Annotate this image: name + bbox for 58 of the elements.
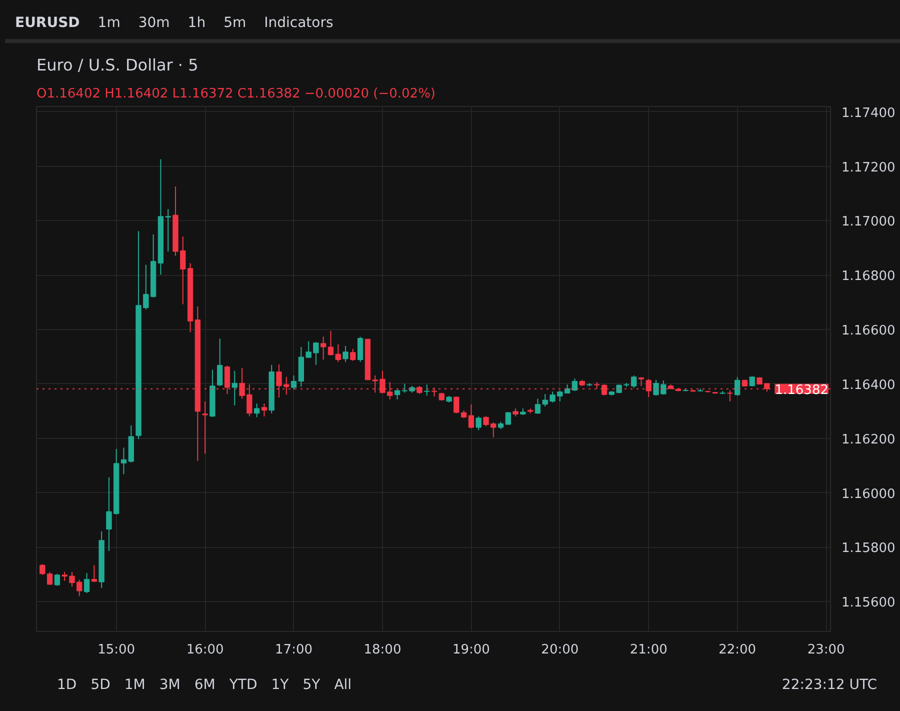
text: 3M xyxy=(159,677,180,693)
y-tick-label: 1.15600 xyxy=(842,596,896,611)
candlestick xyxy=(357,336,364,362)
text: 1M xyxy=(124,677,146,693)
text: 6M xyxy=(194,677,216,693)
y-tick-label: 1.17200 xyxy=(842,160,896,176)
candlestick xyxy=(727,390,733,402)
candlestick xyxy=(254,403,260,418)
candlestick xyxy=(261,403,268,417)
candlestick xyxy=(202,400,208,454)
candlestick xyxy=(350,348,356,362)
y-tick-label: 1.16600 xyxy=(842,324,896,339)
text: 1h xyxy=(188,15,206,31)
candlestick xyxy=(217,338,223,386)
x-tick-label: 15:00 xyxy=(98,642,136,658)
text: 22:23:12 UTC xyxy=(782,676,877,695)
candlestick xyxy=(424,384,430,396)
y-tick-label: 1.17000 xyxy=(842,214,896,230)
candlestick xyxy=(468,404,474,429)
text: YTD xyxy=(229,677,258,693)
y-tick-label: 1.16200 xyxy=(842,432,896,448)
candlestick xyxy=(394,389,400,400)
candlestick xyxy=(734,376,740,396)
x-tick-label: 16:00 xyxy=(186,642,224,658)
text: All xyxy=(334,677,352,693)
x-tick-label: 22:00 xyxy=(718,642,756,658)
y-tick-label: 1.16800 xyxy=(842,269,896,284)
candlestick xyxy=(232,370,238,406)
text: 1D xyxy=(57,677,77,693)
text: 5m xyxy=(224,15,246,31)
chart-subtitle: O1.16402 H1.16402 L1.16372 C1.16382 −0.00020 (−0.02%) xyxy=(36,86,436,102)
text: 5D xyxy=(90,677,110,693)
x-tick-label: 17:00 xyxy=(275,642,313,658)
x-tick-label: 19:00 xyxy=(452,642,490,658)
y-tick-label: 1.17400 xyxy=(842,106,896,121)
candlestick xyxy=(572,378,578,392)
y-tick-label: 1.15800 xyxy=(842,541,896,556)
x-tick-label: 23:00 xyxy=(807,642,845,658)
text: 5Y xyxy=(302,677,320,693)
text: 1Y xyxy=(271,677,289,693)
candlestick xyxy=(84,572,90,594)
text: 1m xyxy=(98,15,120,31)
y-tick-label: 1.16400 xyxy=(842,378,896,393)
text: EURUSD xyxy=(15,15,80,31)
candlestick xyxy=(342,345,348,362)
candlestick xyxy=(54,573,60,586)
x-tick-label: 20:00 xyxy=(541,642,579,658)
candlestick xyxy=(505,411,512,425)
x-tick-label: 21:00 xyxy=(630,642,668,658)
text: 30m xyxy=(138,15,170,31)
x-tick-label: 18:00 xyxy=(364,642,402,658)
ref-line-label: 1.16382 xyxy=(774,382,829,398)
candlestick xyxy=(476,416,482,431)
candlestick xyxy=(91,564,97,582)
candlestick xyxy=(290,375,297,390)
text: Indicators xyxy=(264,15,334,31)
y-tick-label: 1.16000 xyxy=(842,486,896,502)
chart-title: Euro / U.S. Dollar · 5 xyxy=(36,56,198,74)
